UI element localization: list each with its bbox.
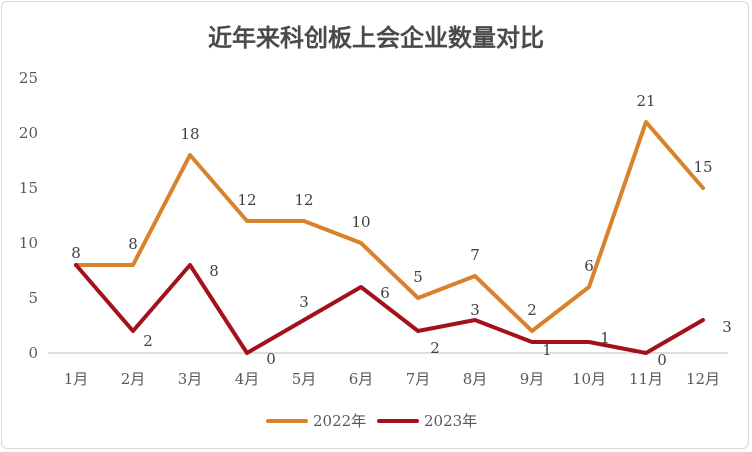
data-label-2023: 1 [600, 329, 610, 347]
series-line-2023 [74, 263, 705, 355]
y-tick-label: 0 [28, 344, 38, 362]
series-layer [74, 120, 705, 355]
y-tick-label: 10 [19, 234, 38, 252]
x-tick-label: 12月 [686, 370, 720, 388]
x-tick-label: 10月 [572, 370, 606, 388]
legend-label-2022: 2022年 [313, 412, 366, 430]
x-axis-ticks: 1月 2月 3月 4月 5月 6月 7月 8月 9月 10月 11月 12月 [64, 370, 720, 388]
data-label-2023: 1 [542, 341, 552, 359]
data-label-2023: 6 [380, 284, 390, 302]
x-tick-label: 6月 [349, 370, 374, 388]
data-label-2022: 2 [527, 301, 537, 319]
data-label-2022: 8 [71, 244, 81, 262]
data-label-2022: 10 [351, 213, 370, 231]
data-label-2022: 18 [180, 125, 199, 143]
x-tick-label: 2月 [121, 370, 146, 388]
y-tick-label: 15 [19, 179, 38, 197]
data-label-2022: 12 [294, 191, 313, 209]
x-tick-label: 9月 [520, 370, 545, 388]
data-label-2022: 12 [237, 191, 256, 209]
chart-title: 近年来科创板上会企业数量对比 [208, 23, 544, 52]
x-tick-label: 8月 [463, 370, 488, 388]
x-tick-label: 1月 [64, 370, 89, 388]
x-tick-label: 7月 [406, 370, 431, 388]
data-label-2022: 21 [636, 92, 655, 110]
data-label-2022: 15 [693, 158, 712, 176]
data-label-2023: 2 [143, 332, 153, 350]
legend: 2022年 2023年 [266, 412, 477, 430]
data-label-2023: 3 [470, 301, 480, 319]
data-label-2022: 7 [470, 246, 480, 264]
data-label-2023: 3 [722, 318, 732, 336]
x-tick-label: 11月 [629, 370, 663, 388]
legend-label-2023: 2023年 [424, 412, 477, 430]
x-tick-label: 5月 [292, 370, 317, 388]
y-tick-label: 20 [19, 124, 38, 142]
y-tick-label: 5 [28, 289, 38, 307]
data-label-2022: 6 [584, 257, 594, 275]
y-axis-ticks: 0 5 10 15 20 25 [19, 69, 38, 362]
data-label-2023: 8 [209, 262, 219, 280]
x-tick-label: 3月 [178, 370, 203, 388]
data-label-2023: 3 [299, 293, 309, 311]
data-label-2022: 8 [128, 235, 138, 253]
y-tick-label: 25 [19, 69, 38, 87]
series-line-2022 [74, 120, 705, 333]
data-label-2022: 5 [413, 268, 423, 286]
data-label-2023: 2 [430, 339, 440, 357]
data-label-2023: 0 [266, 350, 276, 368]
x-tick-label: 4月 [235, 370, 260, 388]
data-label-2023: 0 [657, 351, 667, 369]
